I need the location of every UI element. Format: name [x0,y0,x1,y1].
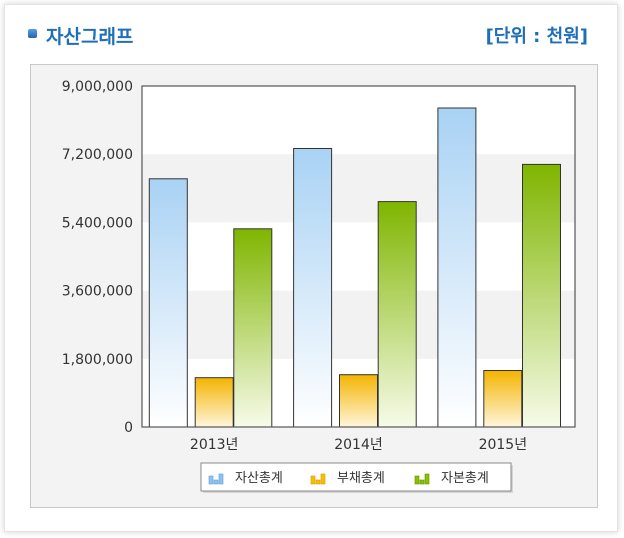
bar-2-1 [293,148,333,428]
bar-1-2 [194,377,234,428]
legend-label: 자산총계 [235,471,283,486]
plot-border [141,85,576,428]
legend-label: 부채총계 [337,471,385,486]
bar-3-1 [437,107,477,428]
y-tick-label: 7,200,000 [62,147,133,163]
legend-label: 자본총계 [441,471,489,486]
bar-2-3 [377,201,417,428]
x-tick-label: 2013년 [190,437,239,453]
bar-3-3 [522,163,561,428]
x-tick-label: 2015년 [479,437,528,453]
y-tick-label: 5,400,000 [62,215,133,231]
chart-header: 자산그래프 [단위 : 천원] [28,22,588,50]
legend-bar-icon [208,473,224,485]
y-tick-label: 1,800,000 [62,352,133,368]
grid-band [142,154,575,223]
bar-1-1 [148,178,188,428]
x-tick-label: 2014년 [334,437,383,453]
legend-bar-icon [310,473,326,485]
chart-title: 자산그래프 [46,26,134,48]
y-tick-label: 0 [124,420,133,436]
unit-label: [단위 : 천원] [485,26,588,47]
bar-2-2 [339,374,378,428]
bullet-icon [28,29,37,38]
y-tick-label: 9,000,000 [62,79,133,95]
legend-box [200,462,512,492]
grid-band [142,290,575,359]
y-tick-label: 3,600,000 [62,284,133,300]
legend-bar-icon [414,473,430,485]
bar-1-3 [233,228,273,428]
bar-3-2 [483,370,523,428]
